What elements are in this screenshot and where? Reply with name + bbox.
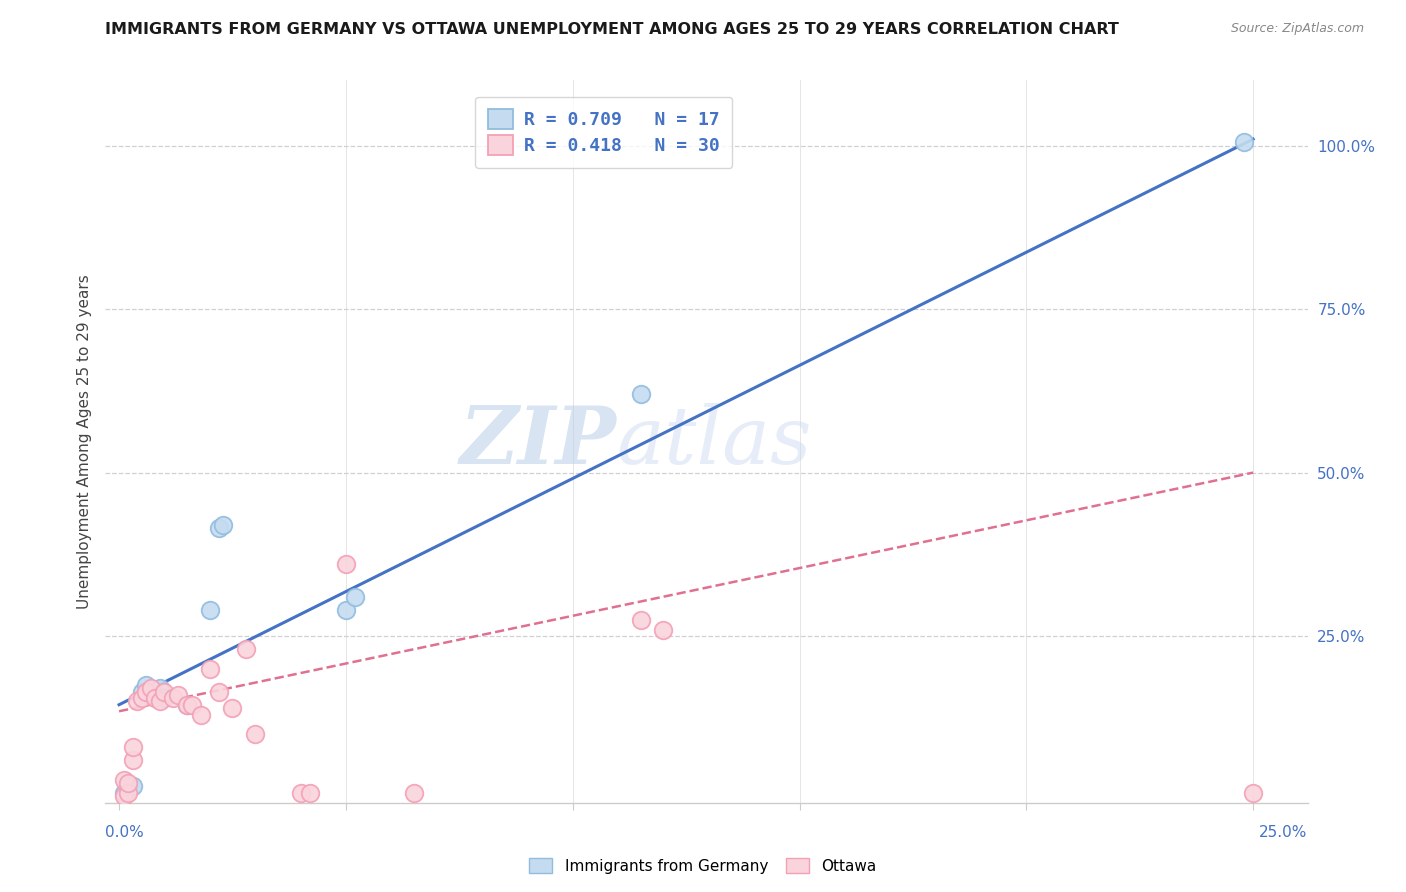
Point — [290, 786, 312, 800]
Point — [117, 780, 139, 794]
Point — [153, 691, 176, 706]
Legend: R = 0.709   N = 17, R = 0.418   N = 30: R = 0.709 N = 17, R = 0.418 N = 30 — [475, 96, 733, 168]
Point — [135, 688, 157, 702]
Point — [402, 786, 425, 800]
Point — [121, 740, 143, 755]
Point — [243, 727, 266, 741]
Point — [212, 517, 235, 532]
Point — [153, 684, 176, 698]
Point — [143, 691, 166, 706]
Point — [149, 694, 172, 708]
Point — [1241, 786, 1264, 800]
Point — [190, 707, 212, 722]
Point — [198, 662, 221, 676]
Text: Source: ZipAtlas.com: Source: ZipAtlas.com — [1230, 22, 1364, 36]
Point — [117, 786, 139, 800]
Legend: Immigrants from Germany, Ottawa: Immigrants from Germany, Ottawa — [523, 852, 883, 880]
Text: IMMIGRANTS FROM GERMANY VS OTTAWA UNEMPLOYMENT AMONG AGES 25 TO 29 YEARS CORRELA: IMMIGRANTS FROM GERMANY VS OTTAWA UNEMPL… — [105, 22, 1119, 37]
Point — [121, 753, 143, 767]
Point — [343, 590, 366, 604]
Point — [112, 772, 135, 787]
Text: 25.0%: 25.0% — [1260, 825, 1308, 840]
Point — [162, 691, 184, 706]
Point — [135, 678, 157, 692]
Point — [131, 691, 153, 706]
Point — [112, 789, 135, 804]
Point — [112, 786, 135, 800]
Point — [298, 786, 321, 800]
Point — [630, 613, 652, 627]
Point — [135, 684, 157, 698]
Text: ZIP: ZIP — [460, 403, 616, 480]
Point — [235, 642, 257, 657]
Text: 0.0%: 0.0% — [105, 825, 145, 840]
Point — [335, 557, 357, 571]
Point — [208, 684, 231, 698]
Point — [652, 623, 675, 637]
Point — [221, 701, 243, 715]
Point — [208, 521, 231, 535]
Point — [121, 780, 143, 794]
Point — [630, 387, 652, 401]
Point — [335, 603, 357, 617]
Point — [117, 776, 139, 790]
Text: atlas: atlas — [616, 403, 811, 480]
Point — [1233, 136, 1256, 150]
Point — [139, 681, 162, 696]
Point — [176, 698, 198, 712]
Point — [143, 684, 166, 698]
Point — [131, 684, 153, 698]
Point — [127, 694, 149, 708]
Point — [198, 603, 221, 617]
Point — [149, 681, 172, 696]
Point — [180, 698, 202, 712]
Point — [167, 688, 190, 702]
Point — [176, 698, 198, 712]
Y-axis label: Unemployment Among Ages 25 to 29 years: Unemployment Among Ages 25 to 29 years — [76, 274, 91, 609]
